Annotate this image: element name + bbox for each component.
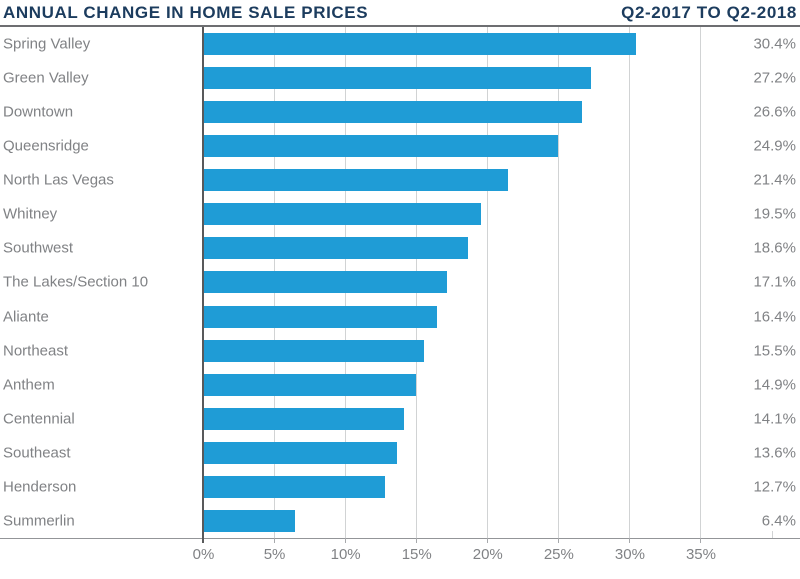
value-label: 14.1% [753,410,796,428]
x-axis-tick-label: 35% [685,546,716,563]
bar-row: Centennial 14.1% [0,402,800,436]
bar [204,305,438,328]
bar-rows: Spring Valley 30.4% Green Valley 27.2% Downt… [0,27,800,538]
bar-row: Whitney 19.5% [0,197,800,231]
category-label: Centennial [3,410,75,428]
value-label: 13.6% [753,444,796,462]
category-label: Summerlin [3,512,75,530]
category-label: Southwest [3,239,74,257]
plot-area: Spring Valley 30.4% Green Valley 27.2% Downt… [0,27,800,538]
bar [204,509,295,532]
x-axis-tick-label: 0% [192,546,215,563]
category-label: Whitney [3,205,58,223]
bar [204,169,509,192]
x-axis-tick [274,538,276,543]
x-axis: 0% 5% 10% 15% 20% 25% 30% 35% [0,538,800,579]
x-axis-tick-label: 5% [263,546,286,563]
x-axis-tick [487,538,489,543]
bar-row: Southwest 18.6% [0,231,800,265]
value-label: 14.9% [753,376,796,394]
bar-row: Downtown 26.6% [0,95,800,129]
bar [204,33,637,56]
category-label: Queensridge [3,137,89,155]
value-label: 24.9% [753,137,796,155]
category-label: Aliante [3,308,49,326]
value-label: 30.4% [753,35,796,53]
category-label: Northeast [3,342,69,360]
value-label: 27.2% [753,69,796,87]
x-axis-tick [700,538,702,543]
gridline [487,27,489,538]
bar-row: Northeast 15.5% [0,334,800,368]
bar [204,203,482,226]
bar [204,475,385,498]
bar [204,237,469,260]
bar-row: Queensridge 24.9% [0,129,800,163]
x-axis-tick [416,538,418,543]
bar-row: Henderson 12.7% [0,470,800,504]
x-axis-tick-label: 10% [330,546,361,563]
x-axis-tick-label: 30% [614,546,645,563]
bar [204,271,448,294]
category-label: Anthem [3,376,55,394]
category-label: Green Valley [3,69,89,87]
bar [204,373,416,396]
x-axis-tick-label: 15% [401,546,432,563]
bar-row: North Las Vegas 21.4% [0,163,800,197]
chart-period: Q2-2017 TO Q2-2018 [621,3,797,22]
value-label: 21.4% [753,171,796,189]
category-label: Spring Valley [3,35,91,53]
gridline [629,27,631,538]
zero-axis-line [202,27,204,538]
category-label: Henderson [3,478,77,496]
chart-title: ANNUAL CHANGE IN HOME SALE PRICES [3,3,369,22]
bar [204,441,398,464]
value-label: 6.4% [761,512,796,530]
x-axis-tick [629,538,631,543]
x-axis-tick [202,538,204,543]
bar [204,407,405,430]
bar-row: Spring Valley 30.4% [0,27,800,61]
chart-header: ANNUAL CHANGE IN HOME SALE PRICES Q2-201… [0,0,800,27]
x-axis-tick [345,538,347,543]
bar-row: Southeast 13.6% [0,436,800,470]
bar [204,339,425,362]
bar-row: Green Valley 27.2% [0,61,800,95]
gridline-stub-40 [771,531,773,538]
gridline [558,27,560,538]
bar [204,101,583,124]
bar [204,135,558,158]
x-axis-tick-label: 25% [543,546,574,563]
category-label: Southeast [3,444,71,462]
bar-row: Aliante 16.4% [0,300,800,334]
value-label: 19.5% [753,205,796,223]
bar [204,67,591,90]
value-label: 18.6% [753,239,796,257]
category-label: The Lakes/Section 10 [3,273,149,291]
x-axis-tick-label: 20% [472,546,503,563]
category-label: Downtown [3,103,74,121]
bar-row: The Lakes/Section 10 17.1% [0,265,800,299]
value-label: 12.7% [753,478,796,496]
category-label: North Las Vegas [3,171,114,189]
gridline [700,27,702,538]
x-axis-tick [558,538,560,543]
x-axis-line [0,538,800,539]
bar-row: Anthem 14.9% [0,368,800,402]
value-label: 26.6% [753,103,796,121]
value-label: 15.5% [753,342,796,360]
bar-row: Summerlin 6.4% [0,504,800,538]
value-label: 17.1% [753,273,796,291]
value-label: 16.4% [753,308,796,326]
